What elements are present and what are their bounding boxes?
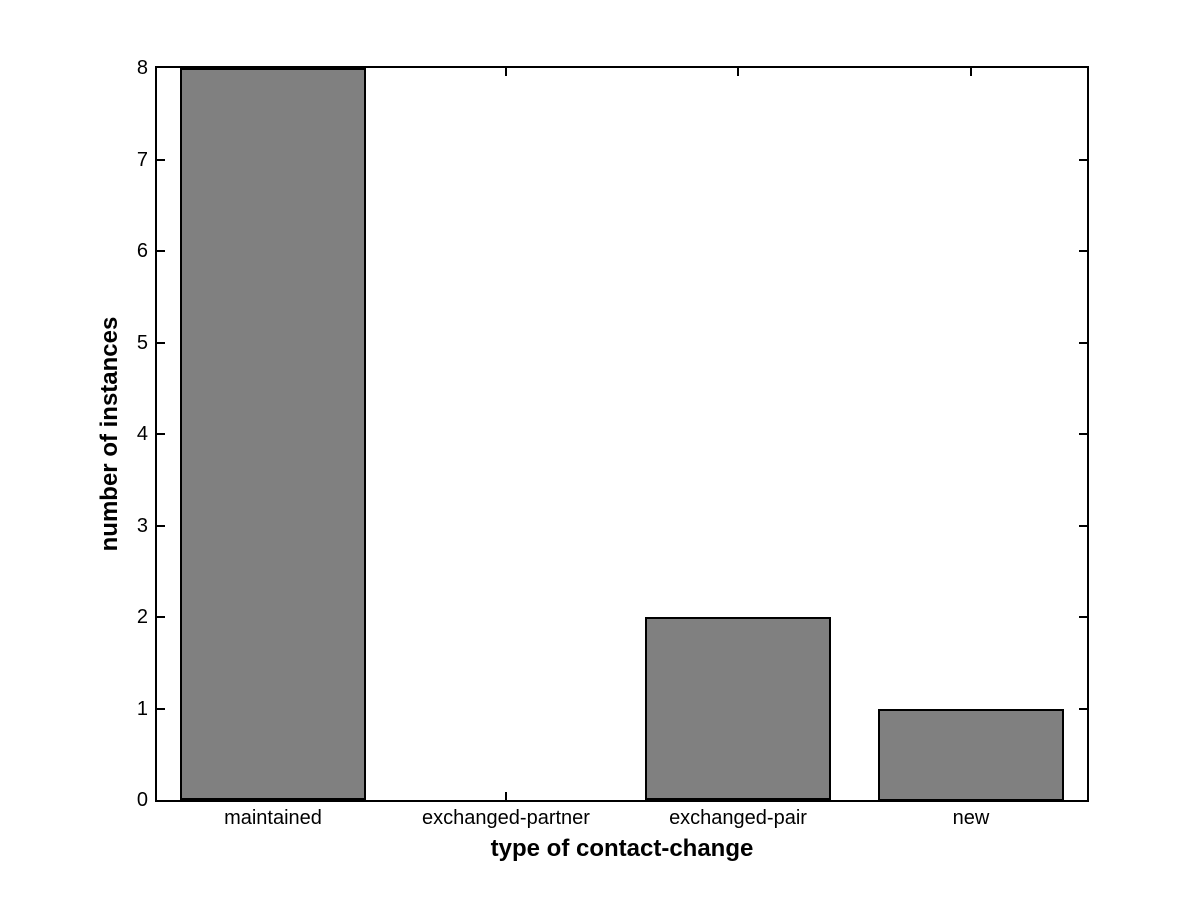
- y-tick-label: 7: [136, 148, 148, 171]
- y-tick-mark: [1079, 616, 1087, 618]
- y-tick-mark: [1079, 433, 1087, 435]
- y-tick-mark: [157, 524, 165, 527]
- y-tick-mark: [157, 616, 165, 618]
- y-tick-label: 6: [136, 240, 148, 262]
- x-tick-label: exchanged-pair: [669, 807, 807, 829]
- y-tick-mark: [1079, 707, 1087, 710]
- y-tick-label: 4: [136, 423, 148, 445]
- x-tick-label: exchanged-partner: [422, 807, 590, 829]
- bar: [645, 617, 831, 800]
- x-tick-mark: [737, 68, 740, 76]
- bars-layer: [157, 68, 1087, 801]
- y-tick-label: 1: [136, 697, 148, 720]
- y-tick-mark: [1079, 158, 1087, 161]
- y-tick-label: 2: [136, 606, 148, 628]
- y-tick-mark: [1079, 524, 1087, 527]
- y-tick-label: 8: [136, 57, 148, 79]
- y-tick-mark: [157, 158, 165, 161]
- y-tick-label: 3: [136, 514, 148, 537]
- y-tick-mark: [157, 250, 165, 252]
- y-tick-mark: [157, 341, 165, 344]
- x-tick-label: new: [952, 807, 990, 829]
- y-tick-label: 5: [136, 331, 148, 354]
- y-tick-mark: [1079, 341, 1087, 344]
- bar: [180, 68, 366, 800]
- y-axis-label: number of instances: [96, 316, 123, 552]
- x-tick-mark: [504, 792, 507, 800]
- y-tick-mark: [157, 707, 165, 710]
- x-axis-label: type of contact-change: [490, 835, 754, 862]
- bar: [878, 709, 1064, 801]
- y-tick-mark: [1079, 250, 1087, 252]
- x-tick-mark: [504, 68, 507, 76]
- x-tick-label: maintained: [224, 807, 322, 829]
- x-tick-mark: [969, 68, 972, 76]
- y-tick-label: 0: [136, 789, 148, 811]
- y-tick-mark: [157, 433, 165, 435]
- plot-area: [155, 66, 1089, 802]
